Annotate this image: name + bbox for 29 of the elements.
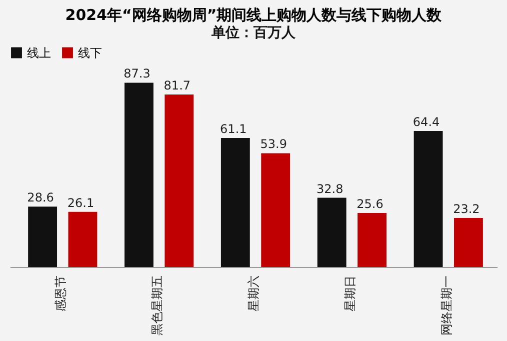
bar <box>261 153 290 267</box>
bar <box>68 212 98 267</box>
x-tick-label: 星期六 <box>246 276 260 312</box>
x-tick-label: 感恩节 <box>54 276 68 312</box>
bar <box>220 138 250 267</box>
bar <box>164 94 194 267</box>
bar <box>124 82 154 267</box>
chart-title: 2024年“网络购物周”期间线上购物人数与线下购物人数 <box>65 6 443 24</box>
legend-label: 线下 <box>78 46 102 60</box>
data-label: 23.2 <box>453 202 480 216</box>
bar <box>414 131 443 267</box>
data-label: 64.4 <box>412 115 440 130</box>
chart-subtitle: 单位：百万人 <box>210 25 296 41</box>
bar <box>358 212 386 267</box>
x-tick-label: 星期日 <box>342 276 357 312</box>
data-label: 87.3 <box>124 66 150 81</box>
legend-label: 线上 <box>27 46 51 60</box>
bar <box>28 206 58 267</box>
bar <box>454 218 483 267</box>
data-label: 32.8 <box>316 182 344 196</box>
data-label: 53.9 <box>260 137 287 152</box>
data-label: 61.1 <box>220 122 247 136</box>
data-label: 26.1 <box>67 196 94 210</box>
data-label: 28.6 <box>27 190 54 205</box>
bar <box>317 198 346 267</box>
data-label: 81.7 <box>164 78 191 93</box>
x-tick-label: 网络星期一 <box>439 276 454 336</box>
x-tick-label: 黑色星期五 <box>150 276 164 336</box>
data-label: 25.6 <box>356 196 384 211</box>
